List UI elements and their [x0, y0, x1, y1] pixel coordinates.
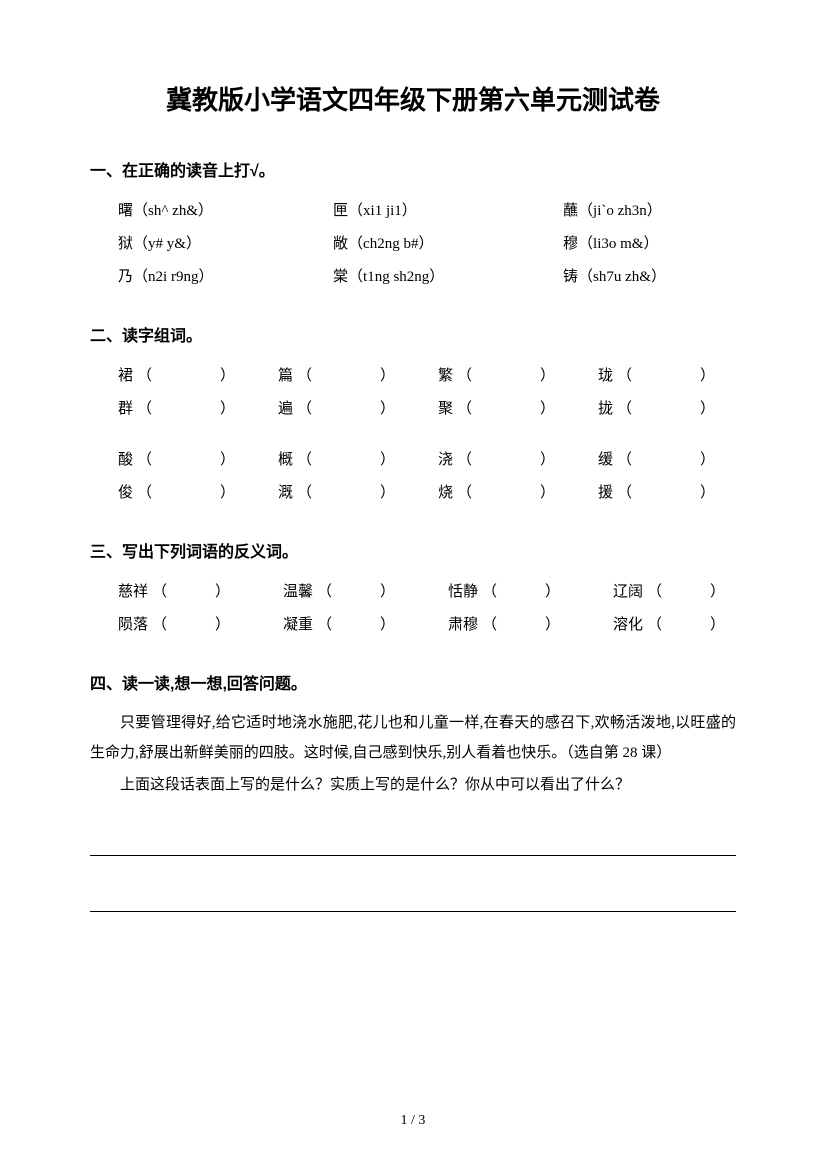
- section4-para1: 只要管理得好,给它适时地浇水施肥,花儿也和儿童一样,在春天的感召下,欢畅活泼地,…: [90, 708, 736, 768]
- antonym-item: 陨落（）: [118, 609, 283, 642]
- antonym-item: 肃穆（）: [448, 609, 613, 642]
- section3-body: 慈祥（） 温馨（） 恬静（） 辽阔（） 陨落（） 凝重（） 肃穆（） 溶化（）: [90, 576, 736, 642]
- pinyin-item: 穆（li3o m&）: [563, 228, 736, 261]
- word-item: 群（）: [118, 393, 278, 426]
- section4-para2: 上面这段话表面上写的是什么？实质上写的是什么？你从中可以看出了什么？: [90, 770, 736, 800]
- pinyin-row: 狱（y# y&） 敞（ch2ng b#） 穆（li3o m&）: [90, 228, 736, 261]
- word-item: 珑（）: [598, 360, 736, 393]
- pinyin-item: 敞（ch2ng b#）: [333, 228, 563, 261]
- word-item: 裙（）: [118, 360, 278, 393]
- section1-heading: 一、在正确的读音上打√。: [90, 157, 736, 181]
- word-item: 篇（）: [278, 360, 438, 393]
- section1-body: 曙（sh^ zh&） 匣（xi1 ji1） 蘸（ji`o zh3n） 狱（y# …: [90, 195, 736, 294]
- word-item: 繁（）: [438, 360, 598, 393]
- antonym-item: 溶化（）: [613, 609, 736, 642]
- section4-heading: 四、读一读,想一想,回答问题。: [90, 670, 736, 694]
- page-title: 冀教版小学语文四年级下册第六单元测试卷: [90, 80, 736, 117]
- pinyin-item: 狱（y# y&）: [118, 228, 333, 261]
- answer-line: [90, 816, 736, 856]
- pinyin-item: 棠（t1ng sh2ng）: [333, 261, 563, 294]
- page-number: 1 / 3: [0, 1113, 826, 1129]
- word-row: 俊（） 溉（） 烧（） 援（）: [90, 477, 736, 510]
- word-item: 聚（）: [438, 393, 598, 426]
- section2-body: 裙（） 篇（） 繁（） 珑（） 群（） 遍（） 聚（） 拢（） 酸（） 概（） …: [90, 360, 736, 510]
- pinyin-item: 蘸（ji`o zh3n）: [563, 195, 736, 228]
- antonym-item: 凝重（）: [283, 609, 448, 642]
- word-item: 俊（）: [118, 477, 278, 510]
- word-row: 裙（） 篇（） 繁（） 珑（）: [90, 360, 736, 393]
- word-row: 群（） 遍（） 聚（） 拢（）: [90, 393, 736, 426]
- section2-heading: 二、读字组词。: [90, 322, 736, 346]
- section3-heading: 三、写出下列词语的反义词。: [90, 538, 736, 562]
- pinyin-item: 曙（sh^ zh&）: [118, 195, 333, 228]
- pinyin-item: 乃（n2i r9ng）: [118, 261, 333, 294]
- antonym-item: 温馨（）: [283, 576, 448, 609]
- word-item: 缓（）: [598, 444, 736, 477]
- word-item: 酸（）: [118, 444, 278, 477]
- word-item: 溉（）: [278, 477, 438, 510]
- word-item: 浇（）: [438, 444, 598, 477]
- antonym-row: 陨落（） 凝重（） 肃穆（） 溶化（）: [90, 609, 736, 642]
- word-item: 援（）: [598, 477, 736, 510]
- word-item: 遍（）: [278, 393, 438, 426]
- answer-line: [90, 872, 736, 912]
- pinyin-row: 乃（n2i r9ng） 棠（t1ng sh2ng） 铸（sh7u zh&）: [90, 261, 736, 294]
- word-item: 拢（）: [598, 393, 736, 426]
- antonym-item: 辽阔（）: [613, 576, 736, 609]
- pinyin-row: 曙（sh^ zh&） 匣（xi1 ji1） 蘸（ji`o zh3n）: [90, 195, 736, 228]
- antonym-item: 恬静（）: [448, 576, 613, 609]
- antonym-row: 慈祥（） 温馨（） 恬静（） 辽阔（）: [90, 576, 736, 609]
- antonym-item: 慈祥（）: [118, 576, 283, 609]
- pinyin-item: 铸（sh7u zh&）: [563, 261, 736, 294]
- word-item: 概（）: [278, 444, 438, 477]
- pinyin-item: 匣（xi1 ji1）: [333, 195, 563, 228]
- word-item: 烧（）: [438, 477, 598, 510]
- word-row: 酸（） 概（） 浇（） 缓（）: [90, 444, 736, 477]
- section4-body: 只要管理得好,给它适时地浇水施肥,花儿也和儿童一样,在春天的感召下,欢畅活泼地,…: [90, 708, 736, 912]
